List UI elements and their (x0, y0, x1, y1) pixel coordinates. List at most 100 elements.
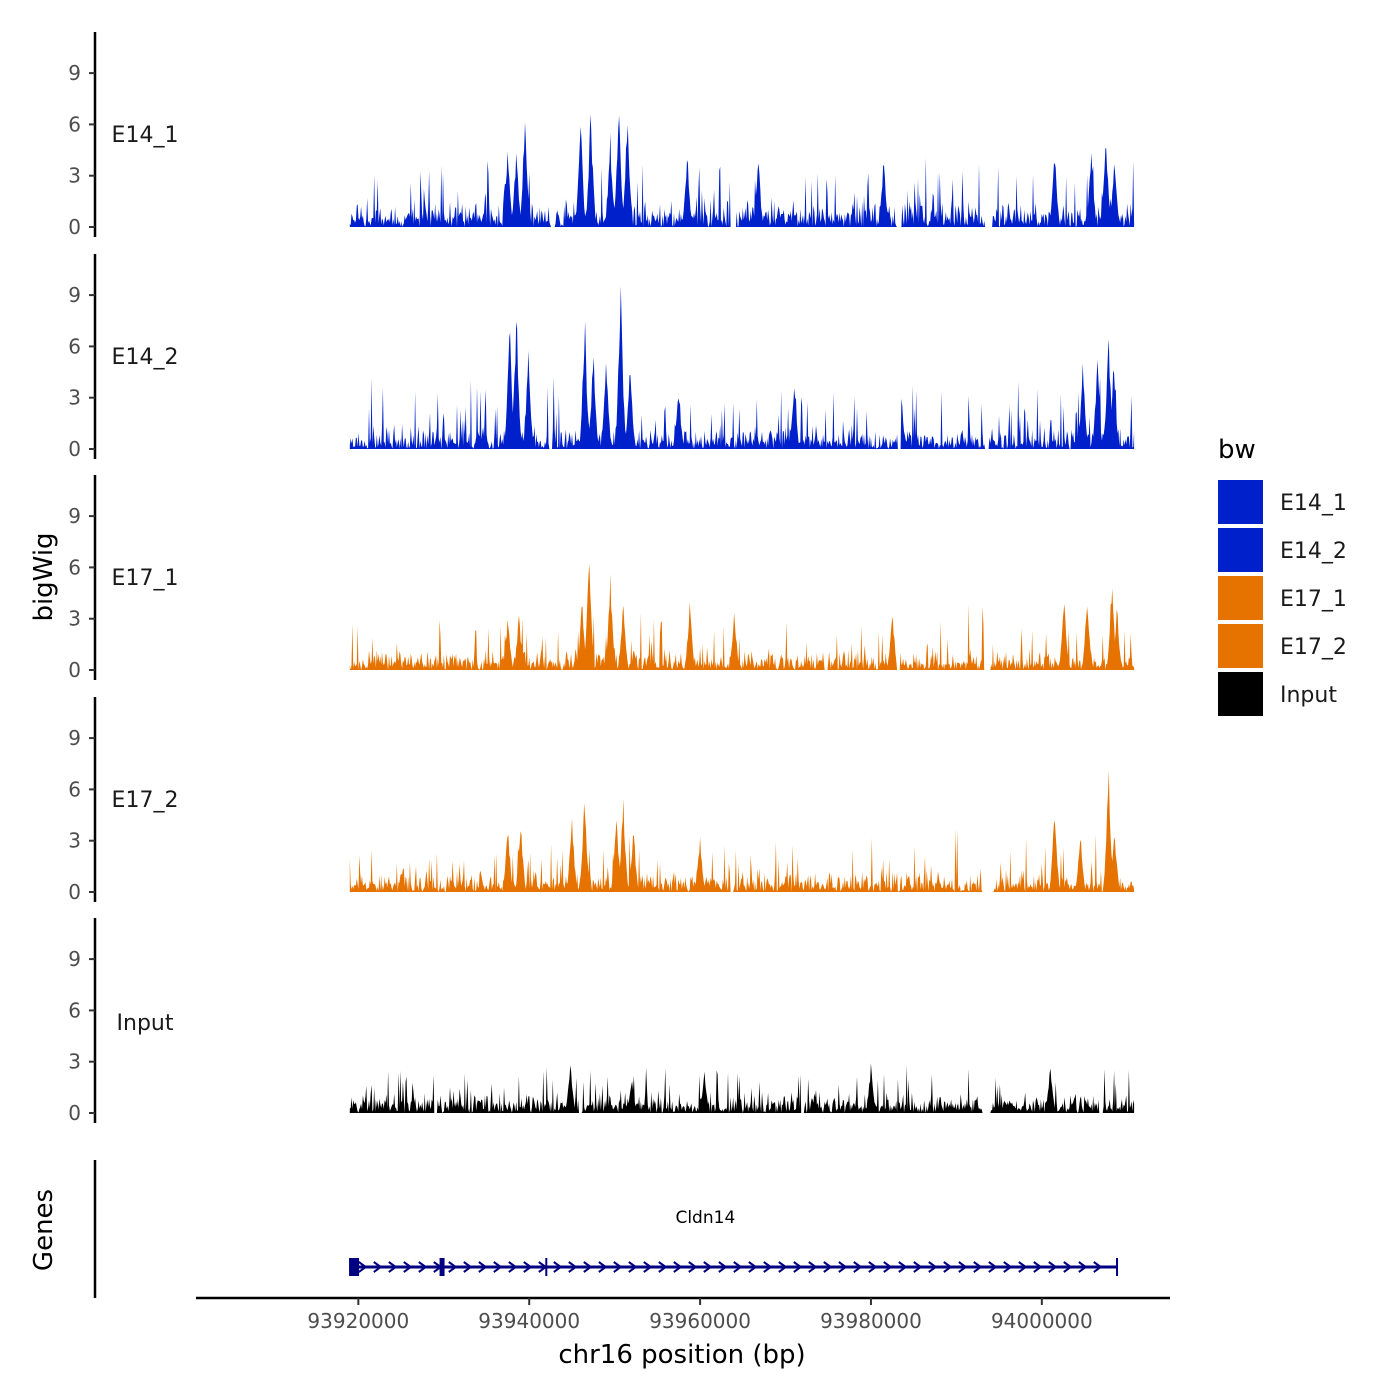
y-tick-label: 6 (68, 555, 81, 579)
y-tick-label: 9 (68, 947, 81, 971)
x-tick-label: 93920000 (307, 1309, 409, 1333)
strand-arrow (703, 1261, 713, 1273)
strand-arrow (1078, 1261, 1088, 1273)
exon-mark (349, 1258, 360, 1276)
strand-arrow (463, 1261, 473, 1273)
track-panel-e17_2: 0 3 6 9 E17_2 (68, 697, 1135, 904)
legend-label-e14_2: E14_2 (1280, 539, 1347, 564)
legend-label-e17_2: E17_2 (1280, 635, 1347, 660)
gene-panel: Cldn14 (93, 1160, 1119, 1298)
strand-arrow (613, 1261, 623, 1273)
legend-swatch-input (1218, 672, 1263, 716)
strand-arrow (538, 1261, 548, 1273)
signal-area-e14_2 (349, 286, 1135, 449)
y-tick-label: 0 (68, 1101, 81, 1125)
track-label: Input (117, 1011, 174, 1036)
strand-arrow (778, 1261, 788, 1273)
y-tick-label: 0 (68, 880, 81, 904)
gene-panel-title: Genes (29, 1189, 59, 1271)
signal-area-e17_2 (349, 770, 1135, 892)
legend: bw E14_1 E14_2 E17_1 E17_2 Input (1218, 435, 1347, 716)
strand-arrow (1033, 1261, 1043, 1273)
strand-arrow (838, 1261, 848, 1273)
strand-arrow (373, 1261, 383, 1273)
y-tick-label: 6 (68, 112, 81, 136)
strand-arrow (688, 1261, 698, 1273)
y-tick-label: 6 (68, 998, 81, 1022)
strand-arrow (433, 1261, 443, 1273)
y-tick-label: 9 (68, 61, 81, 85)
y-tick-label: 3 (68, 164, 81, 188)
y-tick-label: 6 (68, 777, 81, 801)
strand-arrow (823, 1261, 833, 1273)
track-label: E17_2 (112, 788, 179, 813)
y-tick-label: 9 (68, 504, 81, 528)
legend-label-input: Input (1280, 683, 1337, 708)
strand-arrow (388, 1261, 398, 1273)
strand-arrow (478, 1261, 488, 1273)
strand-arrow (628, 1261, 638, 1273)
strand-arrow (733, 1261, 743, 1273)
x-tick-label: 93980000 (820, 1309, 922, 1333)
strand-arrow (523, 1261, 533, 1273)
strand-arrow (763, 1261, 773, 1273)
strand-arrow (673, 1261, 683, 1273)
strand-arrow (1093, 1261, 1103, 1273)
strand-arrow (808, 1261, 818, 1273)
strand-arrow (493, 1261, 503, 1273)
strand-arrow (418, 1261, 428, 1273)
y-axis-title: bigWig (29, 532, 59, 621)
y-tick-label: 0 (68, 658, 81, 682)
track-panel-e14_1: 0 3 6 9 E14_1 (68, 32, 1135, 239)
y-tick-label: 3 (68, 829, 81, 853)
strand-arrow (448, 1261, 458, 1273)
y-tick-label: 3 (68, 607, 81, 631)
legend-swatch-e14_1 (1218, 480, 1263, 524)
strand-arrow (598, 1261, 608, 1273)
strand-arrow (643, 1261, 653, 1273)
signal-area-e17_1 (349, 564, 1135, 670)
track-label: E14_1 (112, 123, 179, 148)
x-tick-label: 93960000 (649, 1309, 751, 1333)
strand-arrow (943, 1261, 953, 1273)
x-tick-label: 94000000 (991, 1309, 1093, 1333)
strand-arrow (508, 1261, 518, 1273)
legend-label-e17_1: E17_1 (1280, 587, 1347, 612)
strand-arrow (718, 1261, 728, 1273)
strand-arrow (868, 1261, 878, 1273)
strand-arrow (658, 1261, 668, 1273)
strand-arrow (793, 1261, 803, 1273)
strand-arrow (553, 1261, 563, 1273)
x-tick-label: 93940000 (478, 1309, 580, 1333)
strand-arrow (1063, 1261, 1073, 1273)
strand-arrow (1048, 1261, 1058, 1273)
y-tick-label: 0 (68, 215, 81, 239)
strand-arrow (1018, 1261, 1028, 1273)
y-tick-label: 6 (68, 334, 81, 358)
strand-arrow (898, 1261, 908, 1273)
track-label: E17_1 (112, 566, 179, 591)
y-tick-label: 9 (68, 283, 81, 307)
track-panel-e14_2: 0 3 6 9 E14_2 (68, 254, 1135, 461)
legend-label-e14_1: E14_1 (1280, 491, 1347, 516)
strand-arrow (883, 1261, 893, 1273)
signal-area-input (349, 1063, 1135, 1113)
strand-arrow (568, 1261, 578, 1273)
track-panel-e17_1: 0 3 6 9 E17_1 (68, 475, 1135, 682)
strand-arrow (583, 1261, 593, 1273)
y-tick-label: 3 (68, 386, 81, 410)
y-tick-label: 3 (68, 1050, 81, 1074)
strand-arrow (748, 1261, 758, 1273)
strand-arrow (973, 1261, 983, 1273)
strand-arrow (403, 1261, 413, 1273)
gene-name-label: Cldn14 (675, 1208, 735, 1228)
track-label: E14_2 (112, 345, 179, 370)
legend-swatch-e17_1 (1218, 576, 1263, 620)
strand-arrow (988, 1261, 998, 1273)
strand-arrow (913, 1261, 923, 1273)
track-panels: 0 3 6 9 E14_1 0 3 6 9 E14_2 0 3 6 9 E17_1 0 3 6 9 E17_2 0 3 6 9… (68, 32, 1135, 1125)
legend-swatch-e14_2 (1218, 528, 1263, 572)
legend-title: bw (1218, 435, 1256, 465)
signal-area-e14_1 (349, 114, 1135, 227)
